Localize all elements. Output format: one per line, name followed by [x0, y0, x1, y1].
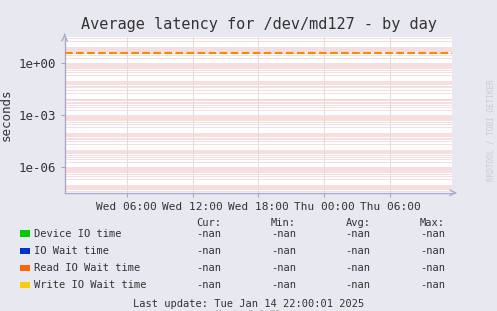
Text: -nan: -nan: [196, 263, 221, 273]
Text: -nan: -nan: [196, 229, 221, 239]
Text: -nan: -nan: [420, 280, 445, 290]
Text: -nan: -nan: [271, 263, 296, 273]
Text: IO Wait time: IO Wait time: [34, 246, 109, 256]
Bar: [20, 230, 30, 237]
Text: -nan: -nan: [271, 229, 296, 239]
Text: -nan: -nan: [345, 263, 370, 273]
Bar: [20, 282, 30, 288]
Text: Munin 2.0.72: Munin 2.0.72: [216, 310, 281, 311]
Text: -nan: -nan: [345, 280, 370, 290]
Text: -nan: -nan: [420, 263, 445, 273]
Text: RRDTOOL / TOBI OETIKER: RRDTOOL / TOBI OETIKER: [486, 80, 495, 182]
Bar: [20, 248, 30, 254]
Text: Avg:: Avg:: [345, 218, 370, 228]
Text: Write IO Wait time: Write IO Wait time: [34, 280, 146, 290]
Bar: [20, 265, 30, 271]
Title: Average latency for /dev/md127 - by day: Average latency for /dev/md127 - by day: [81, 17, 436, 32]
Text: -nan: -nan: [420, 246, 445, 256]
Text: -nan: -nan: [345, 229, 370, 239]
Text: Cur:: Cur:: [196, 218, 221, 228]
Text: -nan: -nan: [345, 246, 370, 256]
Text: -nan: -nan: [271, 280, 296, 290]
Text: Device IO time: Device IO time: [34, 229, 121, 239]
Text: Read IO Wait time: Read IO Wait time: [34, 263, 140, 273]
Y-axis label: seconds: seconds: [0, 89, 12, 141]
Text: Max:: Max:: [420, 218, 445, 228]
Text: Min:: Min:: [271, 218, 296, 228]
Text: -nan: -nan: [271, 246, 296, 256]
Text: -nan: -nan: [420, 229, 445, 239]
Text: -nan: -nan: [196, 246, 221, 256]
Text: -nan: -nan: [196, 280, 221, 290]
Text: Last update: Tue Jan 14 22:00:01 2025: Last update: Tue Jan 14 22:00:01 2025: [133, 299, 364, 309]
